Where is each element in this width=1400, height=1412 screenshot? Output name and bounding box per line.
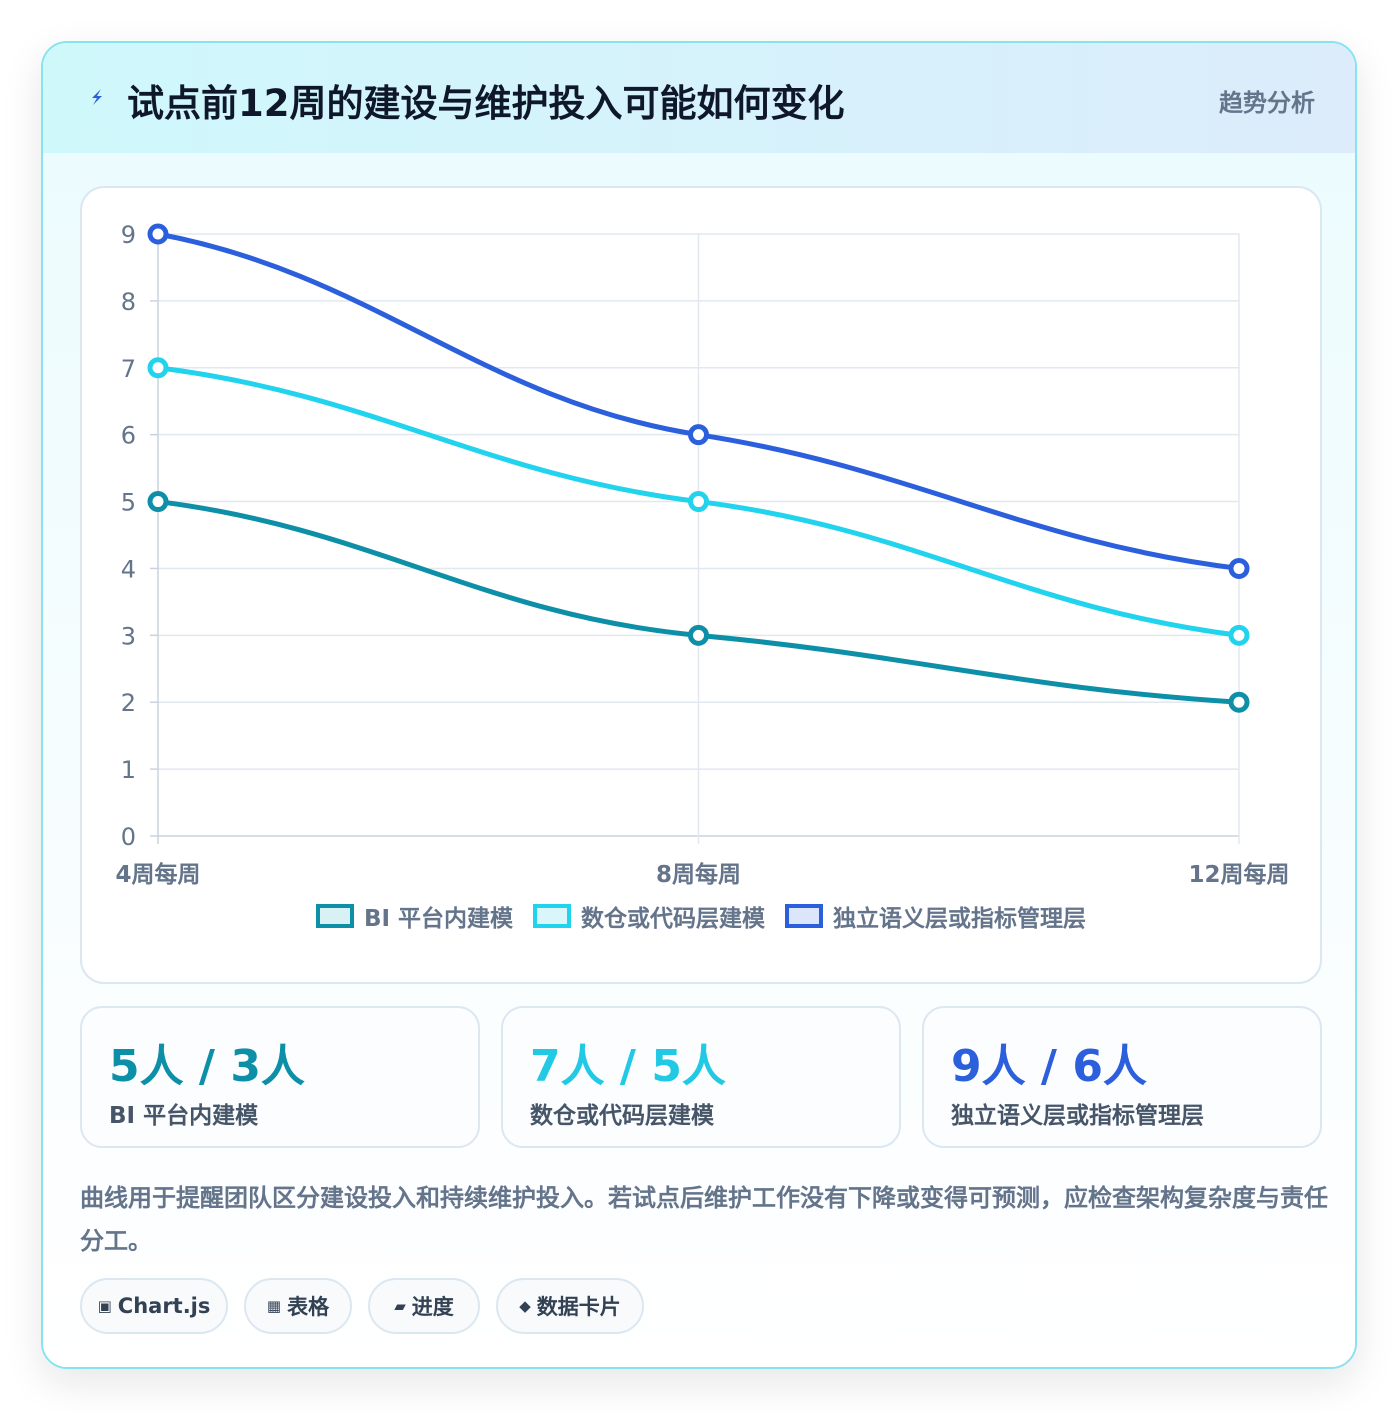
analysis-tag: 趋势分析: [1219, 89, 1315, 117]
data-point: [147, 491, 169, 513]
stat-label: 独立语义层或指标管理层: [951, 1103, 1204, 1129]
lightning-icon: [92, 89, 102, 105]
y-tick-label: 2: [121, 689, 136, 717]
chip-table[interactable]: ▦ 表格: [244, 1278, 352, 1334]
y-tick-label: 8: [121, 288, 136, 316]
stat-card-warehouse: 7人 / 5人 数仓或代码层建模: [501, 1006, 901, 1148]
y-tick-label: 9: [121, 221, 136, 249]
stat-card-semantic: 9人 / 6人 独立语义层或指标管理层: [922, 1006, 1322, 1148]
legend-item-bi[interactable]: BI 平台内建模: [315, 899, 514, 933]
chip-label: 进度: [411, 1295, 454, 1319]
grid-icon: ▦: [266, 1297, 282, 1315]
y-tick-label: 5: [121, 489, 136, 517]
legend-swatch: [533, 904, 572, 928]
stat-cards: 5人 / 3人 BI 平台内建模 7人 / 5人 数仓或代码层建模 9人 / 6…: [80, 1006, 1322, 1148]
chip-label: 表格: [287, 1295, 330, 1319]
chart-panel: 0 1 2 3 4 5 6 7 8 9 4周每周 8周每周 12周每周 BI 平台内建模 数仓或代码层建…: [80, 186, 1322, 984]
diamond-icon: ◆: [519, 1297, 531, 1315]
x-tick-label: 4周每周: [115, 861, 200, 888]
chart-card: 试点前12周的建设与维护投入可能如何变化 趋势分析 0 1 2 3 4 5 6 7 8 9 4周每周…: [41, 41, 1357, 1369]
line-chart: 0 1 2 3 4 5 6 7 8 9 4周每周 8周每周 12周每周: [115, 221, 1289, 888]
y-tick-label: 6: [121, 422, 136, 450]
data-point: [688, 424, 709, 446]
legend-item-warehouse[interactable]: 数仓或代码层建模: [533, 899, 765, 933]
chart-legend: BI 平台内建模 数仓或代码层建模 独立语义层或指标管理层: [82, 896, 1320, 936]
chip-progress[interactable]: ▰ 进度: [368, 1278, 480, 1334]
data-point: [688, 624, 709, 646]
chart-note: 曲线用于提醒团队区分建设投入和持续维护投入。若试点后维护工作没有下降或变得可预测…: [80, 1184, 1328, 1255]
chip-label: 数据卡片: [536, 1295, 621, 1319]
stat-card-bi: 5人 / 3人 BI 平台内建模: [80, 1006, 480, 1148]
legend-swatch: [315, 904, 354, 928]
progress-icon: ▰: [394, 1297, 406, 1315]
y-tick-label: 7: [121, 355, 136, 383]
data-point: [147, 223, 169, 245]
legend-label: 数仓或代码层建模: [581, 906, 766, 932]
data-point: [147, 357, 169, 379]
y-tick-label: 0: [121, 823, 136, 851]
legend-label: BI 平台内建模: [363, 906, 514, 932]
chip-data-cards[interactable]: ◆ 数据卡片: [496, 1278, 644, 1334]
y-tick-label: 3: [121, 622, 136, 650]
data-point: [1228, 557, 1250, 579]
chip-chartjs[interactable]: ▣ Chart.js: [80, 1278, 228, 1334]
legend-label: 独立语义层或指标管理层: [833, 906, 1087, 932]
y-tick-label: 4: [121, 555, 136, 583]
x-tick-label: 12周每周: [1188, 861, 1289, 888]
card-header: 试点前12周的建设与维护投入可能如何变化 趋势分析: [43, 43, 1355, 154]
page-title: 试点前12周的建设与维护投入可能如何变化: [127, 82, 845, 125]
data-point: [1228, 691, 1250, 713]
stat-value: 7人 / 5人: [530, 1041, 726, 1092]
chip-label: Chart.js: [117, 1294, 211, 1318]
data-point: [1228, 624, 1250, 646]
y-tick-label: 1: [121, 756, 136, 784]
data-point: [688, 491, 709, 513]
legend-item-semantic[interactable]: 独立语义层或指标管理层: [785, 899, 1086, 933]
stat-value: 5人 / 3人: [109, 1041, 305, 1092]
square-icon: ▣: [97, 1297, 112, 1315]
legend-swatch: [785, 904, 824, 928]
stat-value: 9人 / 6人: [951, 1041, 1147, 1092]
stat-label: 数仓或代码层建模: [530, 1103, 714, 1129]
x-tick-label: 8周每周: [656, 861, 741, 888]
stat-label: BI 平台内建模: [109, 1103, 259, 1129]
